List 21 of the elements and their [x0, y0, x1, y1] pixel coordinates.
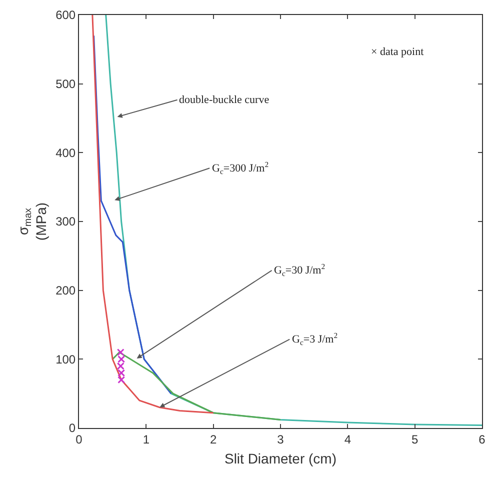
y-tick-label: 100 — [56, 352, 76, 366]
y-tick-label: 0 — [68, 421, 76, 436]
x-tick-label: 2 — [210, 432, 217, 446]
y-tick-label: 200 — [56, 284, 76, 298]
y-tick-label: 600 — [56, 8, 76, 22]
line-series — [93, 34, 172, 394]
line-series — [112, 352, 282, 420]
annotation: G$_{c}$=3 J/m$^{2}$ — [292, 331, 338, 347]
x-tick-label: 5 — [411, 432, 418, 446]
x-tick-label: 3 — [277, 432, 284, 446]
y-tick-label: 300 — [56, 214, 76, 229]
x-axis-title: Slit Diameter (cm) — [224, 450, 337, 467]
annotation: double-buckle curve — [179, 94, 270, 106]
annotation: G$_{c}$=300 J/m$^{2}$ — [212, 160, 269, 176]
annotation: G$_{c}$=30 J/m$^{2}$ — [274, 262, 326, 278]
annotation: × data point — [371, 46, 424, 58]
x-tick-label: 1 — [142, 432, 150, 446]
y-tick-label: 500 — [56, 77, 76, 92]
x-tick-label: 6 — [478, 432, 486, 446]
x-tick-label: 4 — [344, 432, 352, 446]
y-tick-label: 400 — [56, 146, 76, 160]
